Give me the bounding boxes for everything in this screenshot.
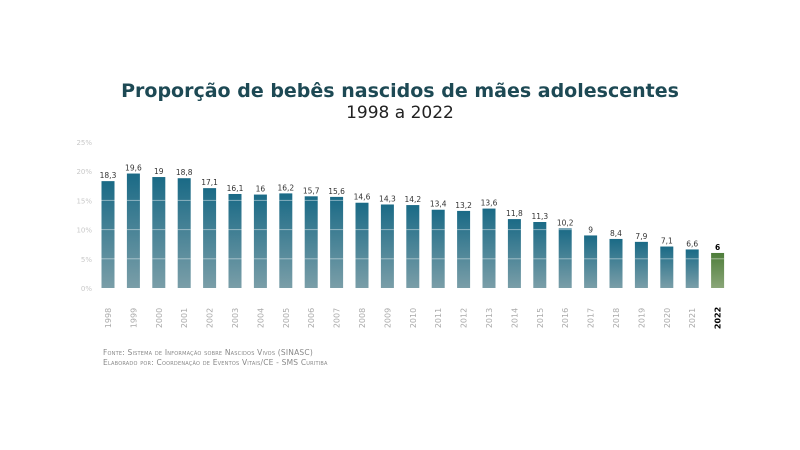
data-label: 17,1 xyxy=(201,178,218,187)
data-label: 10,2 xyxy=(557,218,574,227)
x-tick-label: 1999 xyxy=(129,308,138,328)
bar xyxy=(203,188,217,288)
x-tick-label: 2017 xyxy=(587,308,596,328)
bar xyxy=(101,181,115,288)
data-label: 16 xyxy=(256,185,266,194)
x-tick-label: 2015 xyxy=(536,308,545,328)
x-tick-label: 2021 xyxy=(688,308,697,328)
bar xyxy=(660,246,674,288)
bar xyxy=(126,173,140,288)
bar xyxy=(558,228,572,288)
chart-title: Proporção de bebês nascidos de mães adol… xyxy=(121,80,679,102)
bar xyxy=(431,209,445,288)
data-label: 18,3 xyxy=(100,171,117,180)
data-label: 14,3 xyxy=(379,194,396,203)
data-label: 9 xyxy=(588,225,593,234)
x-tick-label: 2006 xyxy=(307,308,316,328)
x-tick-label: 2022 xyxy=(714,307,723,329)
bar xyxy=(330,196,344,288)
x-tick-label: 2004 xyxy=(256,308,265,328)
x-tick-label: 2016 xyxy=(561,308,570,328)
data-label: 7,1 xyxy=(661,237,673,246)
x-tick-label: 2001 xyxy=(180,308,189,328)
bar xyxy=(380,204,394,288)
data-label: 15,6 xyxy=(328,187,345,196)
y-tick-label: 20% xyxy=(76,168,92,176)
data-label: 11,8 xyxy=(506,209,523,218)
bar xyxy=(685,249,699,288)
bar xyxy=(406,205,420,288)
data-label: 16,1 xyxy=(227,184,244,193)
data-label: 6,6 xyxy=(686,239,698,248)
data-label: 15,7 xyxy=(303,186,320,195)
bar xyxy=(304,196,318,288)
bar xyxy=(279,193,293,288)
x-tick-label: 2009 xyxy=(383,308,392,328)
bar xyxy=(253,194,267,288)
data-label: 19 xyxy=(154,167,164,176)
data-label: 19,6 xyxy=(125,164,142,173)
x-tick-label: 2018 xyxy=(612,308,621,328)
data-label: 13,2 xyxy=(455,201,472,210)
bar xyxy=(228,193,242,288)
bar xyxy=(457,210,471,288)
bar xyxy=(533,222,547,288)
x-tick-label: 2019 xyxy=(637,308,646,328)
bar xyxy=(507,219,521,288)
source-note: Fonte: Sistema de Informação sobre Nasci… xyxy=(103,348,313,357)
x-tick-label: 2011 xyxy=(434,308,443,328)
bar xyxy=(634,241,648,288)
y-tick-label: 10% xyxy=(76,227,92,235)
bar-chart: 0% 5% 10% 15% 20% 25% 18,3 1998 19,6 1999 19 2000 18… xyxy=(76,139,725,329)
x-tick-label: 2005 xyxy=(282,308,291,328)
x-tick-label: 2020 xyxy=(663,308,672,328)
data-label: 11,3 xyxy=(531,212,548,221)
bar xyxy=(584,235,598,288)
data-label: 16,2 xyxy=(277,183,294,192)
data-label: 7,9 xyxy=(635,232,647,241)
y-tick-label: 25% xyxy=(76,139,92,147)
x-tick-label: 2007 xyxy=(333,308,342,328)
data-label: 6 xyxy=(715,243,720,252)
x-tick-label: 2013 xyxy=(485,308,494,328)
x-tick-label: 2000 xyxy=(155,308,164,328)
x-tick-label: 2010 xyxy=(409,308,418,328)
bar xyxy=(152,177,166,288)
bar xyxy=(177,178,191,288)
chart-subtitle: 1998 a 2022 xyxy=(346,103,454,123)
data-label: 13,6 xyxy=(481,199,498,208)
x-tick-label: 1998 xyxy=(104,308,113,328)
bar xyxy=(711,252,725,288)
credit-note: Elaborado por: Coordenação de Eventos Vi… xyxy=(103,358,328,367)
y-tick-label: 5% xyxy=(81,256,92,264)
x-tick-label: 2003 xyxy=(231,308,240,328)
data-label: 13,4 xyxy=(430,200,447,209)
x-tick-label: 2008 xyxy=(358,308,367,328)
x-tick-label: 2002 xyxy=(206,308,215,328)
y-tick-label: 15% xyxy=(76,197,92,205)
data-label: 18,8 xyxy=(176,168,193,177)
x-tick-label: 2012 xyxy=(460,308,469,328)
bar xyxy=(609,238,623,288)
x-tick-label: 2014 xyxy=(510,308,519,328)
data-label: 14,2 xyxy=(404,195,421,204)
bar xyxy=(482,208,496,288)
bar xyxy=(355,202,369,288)
y-tick-label: 0% xyxy=(81,285,92,293)
data-label: 8,4 xyxy=(610,229,622,238)
data-label: 14,6 xyxy=(354,193,371,202)
